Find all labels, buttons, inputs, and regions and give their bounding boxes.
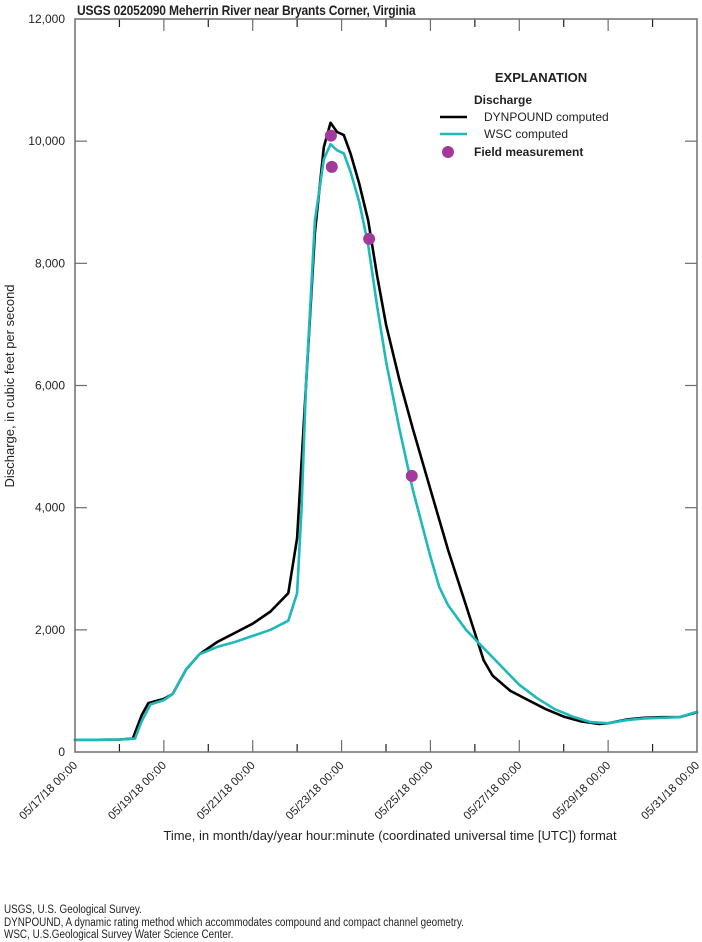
- x-axis-ticks: 05/17/18 00:00 05/19/18 00:00 05/21/18 00:…: [17, 19, 702, 822]
- x-tick-label: 05/25/18 00:00: [373, 760, 436, 823]
- plot-frame: [74, 18, 698, 753]
- legend-wsc-label: WSC computed: [484, 127, 568, 141]
- field-measurement-marker: [324, 129, 337, 142]
- x-tick-label: 05/29/18 00:00: [551, 760, 614, 823]
- x-tick-label: 05/21/18 00:00: [195, 760, 258, 823]
- y-tick-label: 6,000: [35, 379, 65, 393]
- y-tick-label: 8,000: [35, 256, 65, 270]
- x-axis-label: Time, in month/day/year hour:minute (coo…: [163, 828, 617, 843]
- y-tick-label: 10,000: [28, 134, 65, 148]
- chart-title: USGS 02052090 Meherrin River near Bryant…: [77, 2, 416, 18]
- y-axis-label: Discharge, in cubic feet per second: [2, 284, 17, 487]
- note-usgs: USGS, U.S. Geological Survey.: [4, 904, 142, 916]
- y-axis-ticks: 0 2,000 4,000 6,000 8,000 10,000 12,000: [28, 12, 697, 759]
- x-tick-label: 05/23/18 00:00: [284, 760, 347, 823]
- legend: EXPLANATION Discharge DYNPOUND computed …: [440, 70, 609, 159]
- plot-series: [73, 121, 699, 742]
- legend-field-marker-icon: [442, 146, 454, 158]
- x-tick-label: 05/17/18 00:00: [17, 760, 80, 823]
- note-wsc: WSC, U.S.Geological Survey Water Science…: [4, 929, 234, 942]
- note-dynpound: DYNPOUND, A dynamic rating method which …: [4, 916, 464, 929]
- y-tick-label: 2,000: [35, 623, 65, 637]
- y-tick-label: 0: [58, 745, 65, 759]
- legend-dynpound-label: DYNPOUND computed: [484, 110, 609, 124]
- x-tick-label: 05/19/18 00:00: [106, 760, 169, 823]
- field-measurement-marker: [405, 469, 418, 482]
- x-tick-label: 05/31/18 00:00: [639, 760, 702, 823]
- field-measurement-marker: [325, 160, 338, 173]
- field-measurement-marker: [363, 232, 376, 245]
- abbreviation-notes: USGS, U.S. Geological Survey. DYNPOUND, …: [4, 904, 464, 942]
- legend-group-label: Discharge: [474, 93, 532, 107]
- dynpound-line: [73, 121, 699, 742]
- legend-field-label: Field measurement: [474, 145, 583, 159]
- wsc-line: [73, 142, 699, 742]
- x-tick-label: 05/27/18 00:00: [462, 760, 525, 823]
- legend-title: EXPLANATION: [495, 70, 587, 85]
- y-tick-label: 12,000: [28, 12, 65, 26]
- y-tick-label: 4,000: [35, 501, 65, 515]
